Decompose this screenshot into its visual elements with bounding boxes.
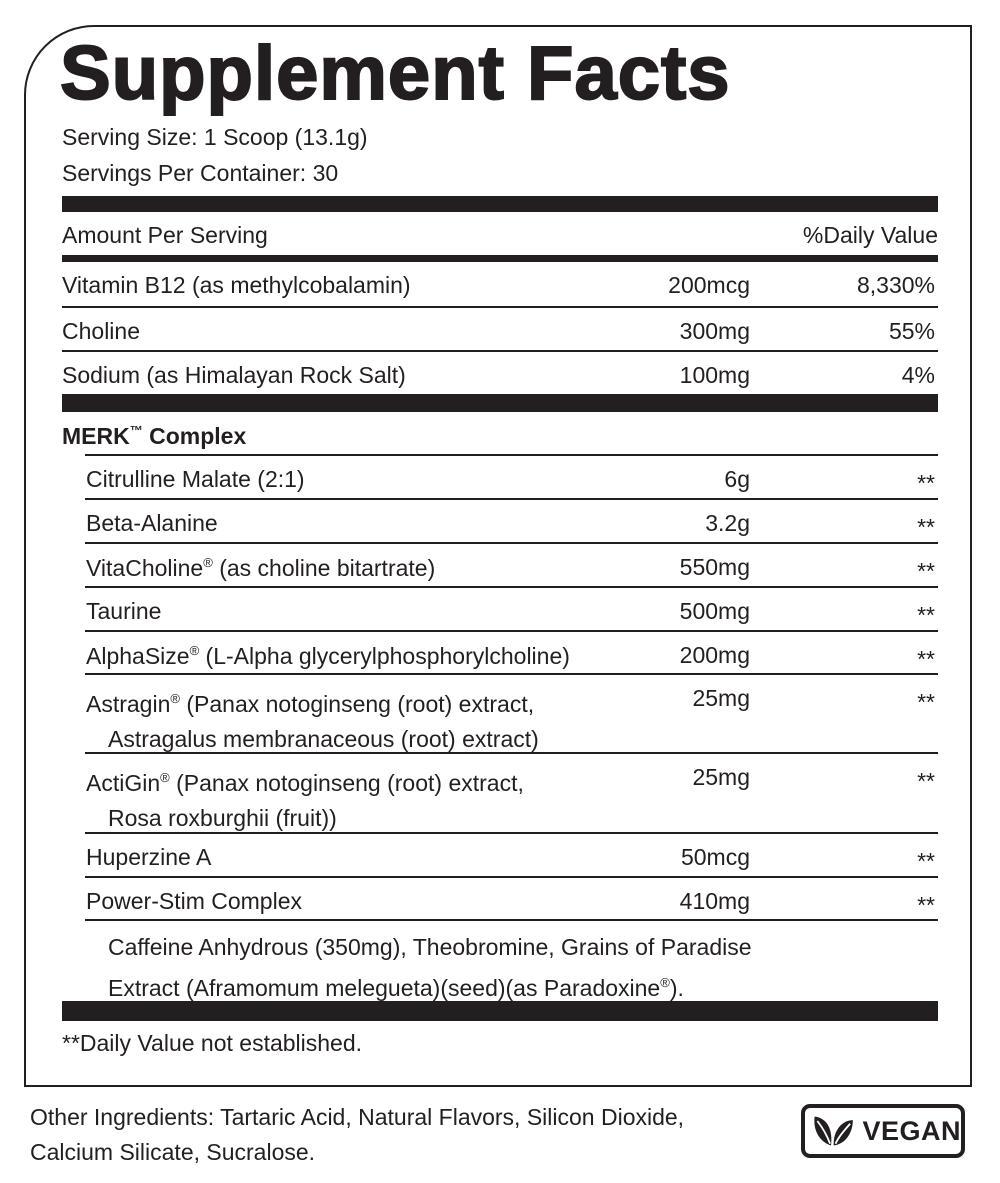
registered: ® bbox=[170, 691, 180, 706]
rule bbox=[85, 876, 938, 878]
ingredient-amount: 25mg bbox=[692, 764, 750, 790]
ingredient-name: Astragin bbox=[86, 691, 171, 717]
detail-end: ). bbox=[669, 975, 684, 1001]
nutrient-amount: 100mg bbox=[679, 362, 750, 388]
ingredient-amount: 200mg bbox=[679, 642, 750, 668]
rule bbox=[85, 673, 938, 675]
rule bbox=[85, 498, 938, 500]
ingredient-name: Huperzine A bbox=[86, 844, 212, 870]
nutrient-row: Choline 300mg 55% bbox=[62, 308, 938, 350]
nutrient-amount: 200mcg bbox=[668, 272, 750, 298]
ingredient-row: Power-Stim Complex 410mg ** bbox=[62, 878, 938, 919]
ingredient-row: VitaCholine® (as choline bitartrate) 550m… bbox=[62, 544, 938, 586]
ingredient-desc: (as choline bitartrate) bbox=[212, 555, 436, 581]
amount-per-serving-label: Amount Per Serving bbox=[62, 222, 268, 248]
ingredient-name: Taurine bbox=[86, 598, 162, 624]
ingredient-dv: ** bbox=[917, 602, 935, 628]
table-header: Amount Per Serving %Daily Value bbox=[62, 212, 938, 255]
rule bbox=[85, 752, 938, 754]
ingredient-amount: 6g bbox=[724, 466, 750, 492]
nutrient-dv: 8,330% bbox=[856, 272, 935, 298]
ingredient-name: VitaCholine bbox=[86, 555, 204, 581]
thick-rule bbox=[62, 1001, 938, 1021]
vegan-label: VEGAN bbox=[862, 1115, 961, 1146]
ingredient-dv: ** bbox=[917, 558, 935, 584]
ingredient-row: Taurine 500mg ** bbox=[62, 588, 938, 630]
registered: ® bbox=[660, 975, 670, 990]
serving-size: Serving Size: 1 Scoop (13.1g) bbox=[62, 124, 368, 150]
ingredient-desc: (Panax notoginseng (root) extract, bbox=[169, 770, 524, 796]
ingredient-amount: 50mcg bbox=[680, 844, 750, 870]
detail-line: Caffeine Anhydrous (350mg), Theobromine,… bbox=[108, 934, 752, 960]
blend-suffix: Complex bbox=[142, 423, 247, 449]
nutrient-name: Sodium (as Himalayan Rock Salt) bbox=[62, 362, 406, 388]
ingredient-desc: (L-Alpha glycerylphosphorylcholine) bbox=[199, 643, 570, 669]
registered: ® bbox=[203, 555, 213, 570]
ingredient-desc-cont: Rosa roxburghii (fruit)) bbox=[108, 805, 337, 831]
rule bbox=[62, 306, 938, 308]
medium-rule bbox=[62, 255, 938, 262]
ingredient-row: ActiGin® (Panax notoginseng (root) extra… bbox=[62, 754, 938, 832]
rule bbox=[85, 832, 938, 834]
blend-name: MERK bbox=[62, 423, 130, 449]
ingredient-desc: (Panax notoginseng (root) extract, bbox=[179, 691, 535, 717]
ingredient-name: Citrulline Malate (2:1) bbox=[86, 466, 305, 492]
nutrient-row: Vitamin B12 (as methylcobalamin) 200mcg … bbox=[62, 262, 938, 306]
ingredient-dv: ** bbox=[917, 848, 935, 874]
nutrient-dv: 55% bbox=[888, 318, 935, 344]
ingredient-name: AlphaSize bbox=[86, 643, 190, 669]
nutrient-amount: 300mg bbox=[679, 318, 750, 344]
ingredient-dv: ** bbox=[917, 689, 935, 715]
ingredient-desc-cont: Astragalus membranaceous (root) extract) bbox=[108, 726, 539, 752]
footnote: **Daily Value not established. bbox=[62, 1030, 363, 1056]
supplement-facts-panel bbox=[24, 25, 972, 1087]
ingredient-amount: 3.2g bbox=[705, 510, 750, 536]
nutrient-dv: 4% bbox=[901, 362, 935, 388]
trademark: ™ bbox=[129, 423, 143, 438]
thick-rule bbox=[62, 394, 938, 412]
ingredient-amount: 550mg bbox=[679, 554, 750, 580]
ingredient-name: ActiGin bbox=[86, 770, 161, 796]
ingredient-name: Beta-Alanine bbox=[86, 510, 218, 536]
nutrient-row: Sodium (as Himalayan Rock Salt) 100mg 4% bbox=[62, 352, 938, 394]
ingredient-dv: ** bbox=[917, 514, 935, 540]
ingredient-row: AlphaSize® (L-Alpha glycerylphosphorylch… bbox=[62, 632, 938, 673]
detail-line: Extract (Aframomum melegueta)(seed)(as P… bbox=[108, 975, 661, 1001]
leaf-icon bbox=[814, 1116, 853, 1146]
blend-header: MERK™ Complex bbox=[62, 412, 938, 454]
other-ingredients: Other Ingredients: Tartaric Acid, Natura… bbox=[30, 1104, 685, 1165]
facts-table: Amount Per Serving %Daily Value Vitamin … bbox=[62, 196, 938, 1021]
page-title: Supplement Facts bbox=[59, 31, 731, 116]
ingredient-amount: 500mg bbox=[679, 598, 750, 624]
ingredient-dv: ** bbox=[917, 646, 935, 672]
ingredient-amount: 410mg bbox=[679, 888, 750, 914]
ingredient-dv: ** bbox=[917, 470, 935, 496]
rule bbox=[85, 586, 938, 588]
thick-rule bbox=[62, 196, 938, 212]
rule bbox=[85, 454, 938, 456]
nutrient-name: Vitamin B12 (as methylcobalamin) bbox=[62, 272, 411, 298]
rule bbox=[85, 630, 938, 632]
rule bbox=[85, 542, 938, 544]
ingredient-row: Beta-Alanine 3.2g ** bbox=[62, 500, 938, 542]
vegan-badge: VEGAN bbox=[801, 1104, 965, 1158]
power-stim-detail: Caffeine Anhydrous (350mg), Theobromine,… bbox=[62, 921, 938, 1001]
ingredient-row: Astragin® (Panax notoginseng (root) extr… bbox=[62, 675, 938, 753]
rule bbox=[85, 919, 938, 921]
registered: ® bbox=[160, 770, 170, 785]
ingredient-row: Huperzine A 50mcg ** bbox=[62, 834, 938, 876]
registered: ® bbox=[189, 643, 200, 658]
ingredient-row: Citrulline Malate (2:1) 6g ** bbox=[62, 456, 938, 498]
rule bbox=[62, 350, 938, 352]
nutrient-name: Choline bbox=[62, 318, 140, 344]
servings-per-container: Servings Per Container: 30 bbox=[62, 160, 339, 186]
ingredient-dv: ** bbox=[917, 768, 935, 794]
ingredient-dv: ** bbox=[917, 892, 935, 918]
daily-value-label: %Daily Value bbox=[802, 222, 938, 248]
ingredient-amount: 25mg bbox=[692, 685, 750, 711]
ingredient-name: Power-Stim Complex bbox=[86, 888, 302, 914]
